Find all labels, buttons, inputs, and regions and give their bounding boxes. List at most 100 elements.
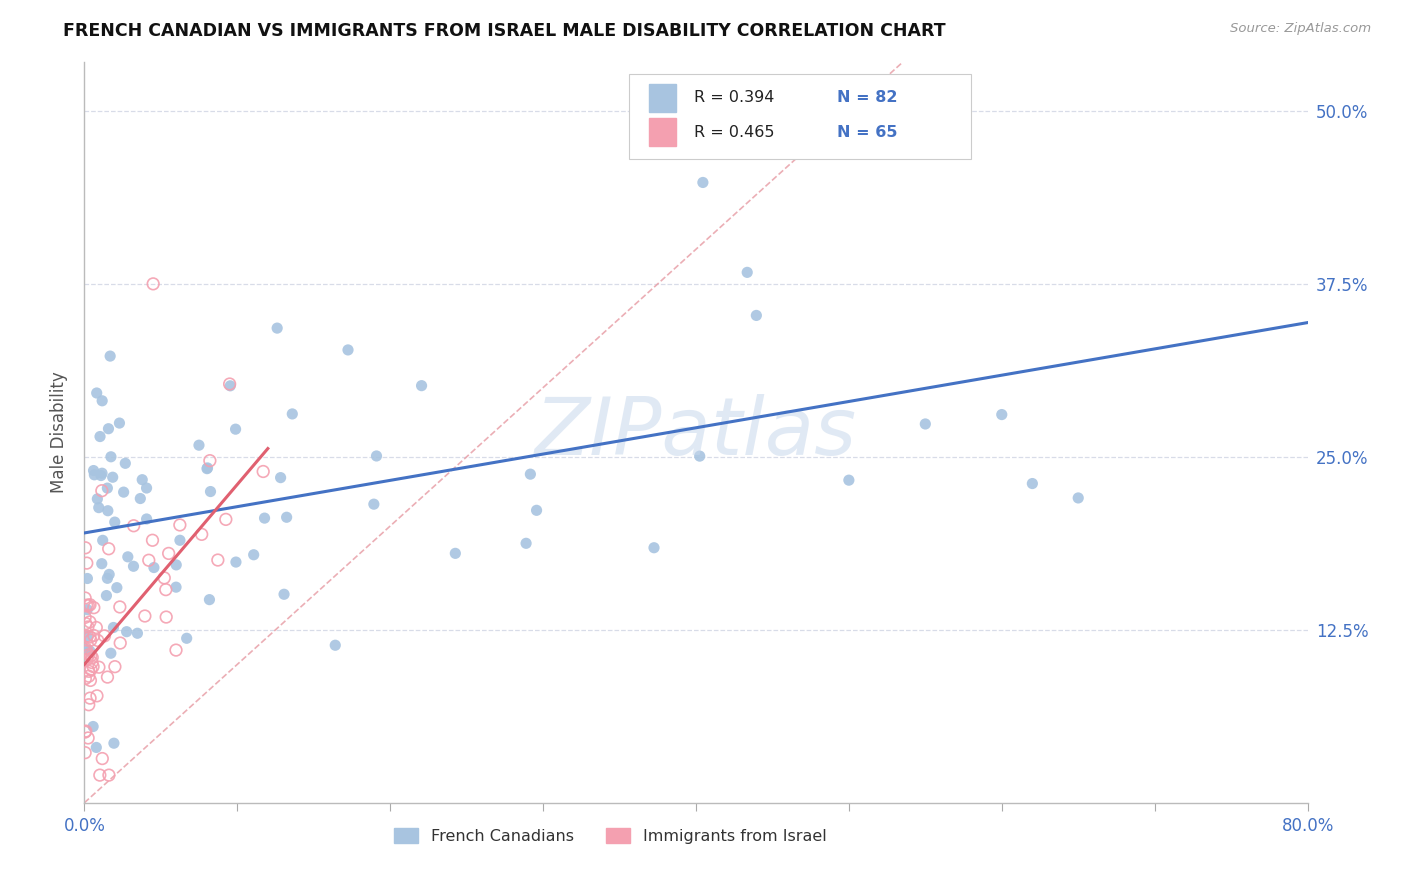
Point — [165, 643, 187, 657]
Point — [83, 467, 105, 482]
Point — [96, 670, 118, 684]
Point — [82, 650, 104, 665]
Point — [110, 636, 132, 650]
Point — [75, 672, 97, 686]
Point — [127, 626, 149, 640]
Point — [76, 630, 98, 644]
Point — [689, 449, 711, 463]
Text: N = 65: N = 65 — [837, 125, 897, 139]
Point — [169, 518, 191, 533]
Point — [198, 453, 221, 467]
Point — [79, 644, 101, 658]
Point — [97, 422, 120, 436]
Point — [195, 461, 218, 475]
Point — [411, 378, 433, 392]
Point — [79, 691, 101, 706]
Point — [76, 602, 98, 616]
Point — [90, 468, 112, 483]
Point — [103, 620, 125, 634]
Bar — [650, 84, 676, 112]
Point — [692, 176, 714, 190]
Point — [100, 450, 122, 464]
Point — [198, 592, 221, 607]
Point — [79, 673, 101, 688]
Point — [97, 541, 120, 556]
Bar — [650, 118, 676, 146]
Point — [153, 571, 176, 585]
Point — [97, 504, 120, 518]
Point — [79, 648, 101, 663]
Point — [79, 630, 101, 644]
Point — [96, 571, 118, 585]
Point — [1021, 476, 1043, 491]
Point — [82, 659, 104, 673]
Point — [141, 533, 163, 548]
Text: N = 82: N = 82 — [837, 90, 897, 105]
Point — [87, 633, 110, 648]
Point — [838, 473, 860, 487]
Point — [991, 408, 1014, 422]
Point — [90, 483, 112, 498]
Point — [105, 581, 128, 595]
Point — [745, 309, 768, 323]
Point — [165, 580, 187, 594]
Point — [225, 555, 247, 569]
Point — [253, 511, 276, 525]
Point — [77, 665, 100, 679]
Point — [82, 719, 104, 733]
Text: R = 0.394: R = 0.394 — [693, 90, 773, 105]
Point — [77, 669, 100, 683]
Point — [914, 417, 936, 431]
Point — [215, 512, 238, 526]
Point — [98, 567, 121, 582]
Legend: French Canadians, Immigrants from Israel: French Canadians, Immigrants from Israel — [388, 822, 832, 850]
Point — [266, 321, 288, 335]
Y-axis label: Male Disability: Male Disability — [51, 372, 69, 493]
Point — [122, 559, 145, 574]
Point — [366, 449, 388, 463]
Point — [169, 533, 191, 548]
Point — [142, 560, 165, 574]
Point — [76, 598, 98, 612]
Point — [242, 548, 264, 562]
Point — [96, 481, 118, 495]
Point — [86, 386, 108, 401]
Point — [117, 549, 139, 564]
Text: Source: ZipAtlas.com: Source: ZipAtlas.com — [1230, 22, 1371, 36]
Point — [80, 663, 103, 677]
Point — [76, 556, 98, 570]
Point — [96, 589, 118, 603]
Point — [134, 609, 156, 624]
Point — [188, 438, 211, 452]
Point — [75, 610, 97, 624]
Point — [155, 582, 177, 597]
Point — [112, 485, 135, 500]
Point — [97, 768, 120, 782]
Point — [79, 598, 101, 612]
Point — [131, 473, 153, 487]
Point — [104, 659, 127, 673]
Point — [93, 629, 115, 643]
Point — [83, 464, 105, 478]
Point — [98, 349, 121, 363]
Point — [101, 470, 124, 484]
Point — [89, 429, 111, 443]
Point — [75, 725, 97, 739]
Point — [138, 553, 160, 567]
Point — [165, 558, 187, 572]
Point — [337, 343, 360, 357]
Point — [276, 510, 298, 524]
Point — [75, 724, 97, 739]
Point — [270, 470, 292, 484]
Point — [80, 633, 103, 648]
Point — [526, 503, 548, 517]
Point — [75, 642, 97, 657]
Text: ZIPatlas: ZIPatlas — [534, 393, 858, 472]
Point — [281, 407, 304, 421]
Point — [103, 736, 125, 750]
Point — [108, 599, 131, 614]
Point — [89, 768, 111, 782]
Point — [515, 536, 537, 550]
Point — [219, 379, 242, 393]
Point — [77, 731, 100, 745]
